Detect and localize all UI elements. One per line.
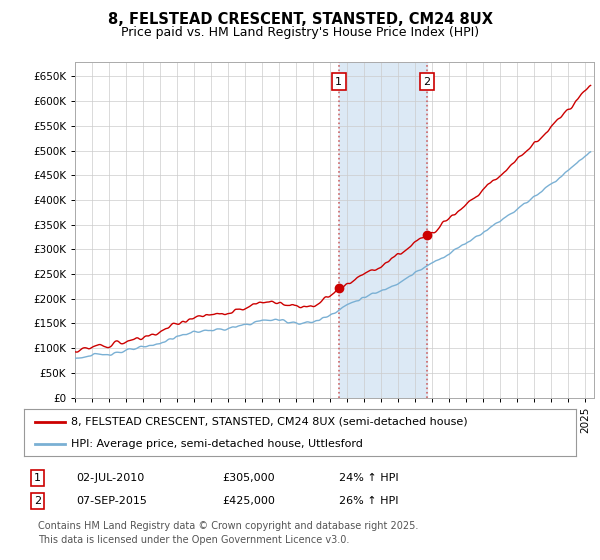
Text: 1: 1 xyxy=(34,473,41,483)
Text: 07-SEP-2015: 07-SEP-2015 xyxy=(76,496,148,506)
Text: 8, FELSTEAD CRESCENT, STANSTED, CM24 8UX (semi-detached house): 8, FELSTEAD CRESCENT, STANSTED, CM24 8UX… xyxy=(71,417,467,427)
Text: Price paid vs. HM Land Registry's House Price Index (HPI): Price paid vs. HM Land Registry's House … xyxy=(121,26,479,39)
Text: £305,000: £305,000 xyxy=(223,473,275,483)
Text: £425,000: £425,000 xyxy=(223,496,275,506)
Text: 02-JUL-2010: 02-JUL-2010 xyxy=(76,473,145,483)
Text: 8, FELSTEAD CRESCENT, STANSTED, CM24 8UX: 8, FELSTEAD CRESCENT, STANSTED, CM24 8UX xyxy=(107,12,493,27)
Text: 2: 2 xyxy=(34,496,41,506)
Bar xyxy=(339,62,427,398)
Text: HPI: Average price, semi-detached house, Uttlesford: HPI: Average price, semi-detached house,… xyxy=(71,438,363,449)
Text: Contains HM Land Registry data © Crown copyright and database right 2025.
This d: Contains HM Land Registry data © Crown c… xyxy=(38,521,418,545)
Text: 1: 1 xyxy=(335,77,342,87)
Text: 2: 2 xyxy=(423,77,430,87)
Text: 24% ↑ HPI: 24% ↑ HPI xyxy=(338,473,398,483)
Text: 26% ↑ HPI: 26% ↑ HPI xyxy=(338,496,398,506)
